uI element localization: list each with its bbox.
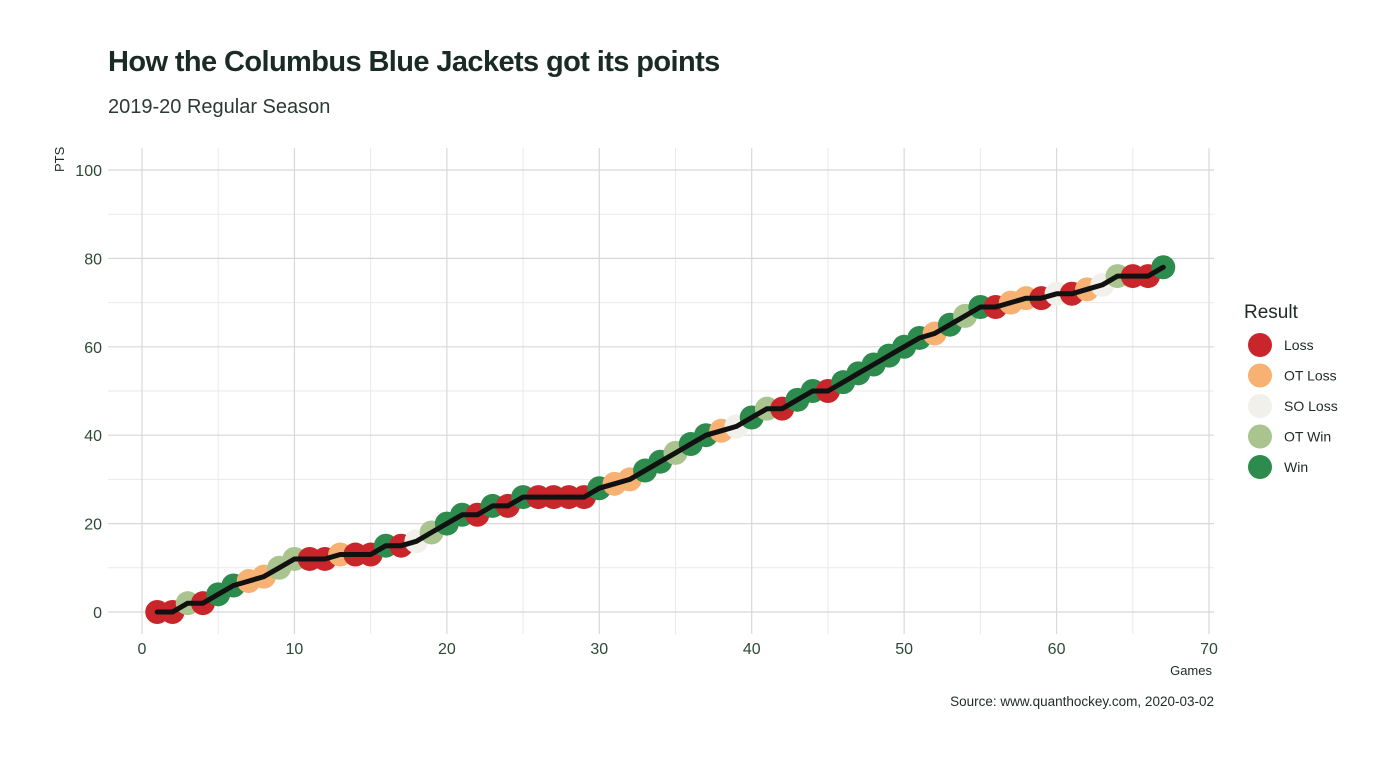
legend-swatch-ot-win — [1248, 424, 1272, 449]
legend-label-win: Win — [1284, 459, 1308, 475]
legend-label-ot-loss: OT Loss — [1284, 368, 1337, 384]
legend-label-so-loss: SO Loss — [1284, 398, 1338, 414]
x-tick-label: 0 — [138, 641, 147, 658]
y-tick-label: 40 — [84, 428, 102, 445]
y-tick-label: 60 — [84, 340, 102, 357]
points-line — [154, 264, 1166, 615]
game-points — [145, 255, 1176, 624]
x-tick-label: 60 — [1048, 641, 1066, 658]
legend-label-loss: Loss — [1284, 337, 1314, 353]
legend-label-ot-win: OT Win — [1284, 429, 1331, 445]
legend-title: Result — [1244, 302, 1299, 323]
y-tick-label: 100 — [75, 163, 102, 180]
chart-subtitle: 2019-20 Regular Season — [108, 96, 331, 118]
legend-swatch-so-loss — [1248, 394, 1272, 418]
y-tick-label: 0 — [93, 605, 102, 622]
x-axis-ticks: 0 10 20 30 40 50 60 70 — [138, 641, 1218, 658]
x-tick-label: 20 — [438, 641, 456, 658]
y-axis-label: PTS — [52, 146, 67, 172]
chart-title: How the Columbus Blue Jackets got its po… — [108, 46, 720, 78]
legend-swatch-win — [1248, 455, 1272, 479]
x-tick-label: 10 — [286, 641, 304, 658]
x-tick-label: 40 — [743, 641, 761, 658]
y-tick-label: 80 — [84, 251, 102, 268]
source-caption: Source: www.quanthockey.com, 2020-03-02 — [950, 694, 1214, 709]
y-tick-label: 20 — [84, 517, 102, 534]
legend-swatch-loss — [1248, 333, 1272, 357]
y-axis-ticks: 0 20 40 60 80 100 — [75, 163, 102, 622]
x-tick-label: 70 — [1200, 641, 1218, 658]
x-tick-label: 50 — [895, 641, 913, 658]
x-tick-label: 30 — [590, 641, 608, 658]
legend: Result Loss OT Loss SO Loss OT Win Win — [1244, 302, 1338, 479]
x-axis-label: Games — [1170, 663, 1212, 678]
legend-swatch-ot-loss — [1248, 363, 1272, 388]
